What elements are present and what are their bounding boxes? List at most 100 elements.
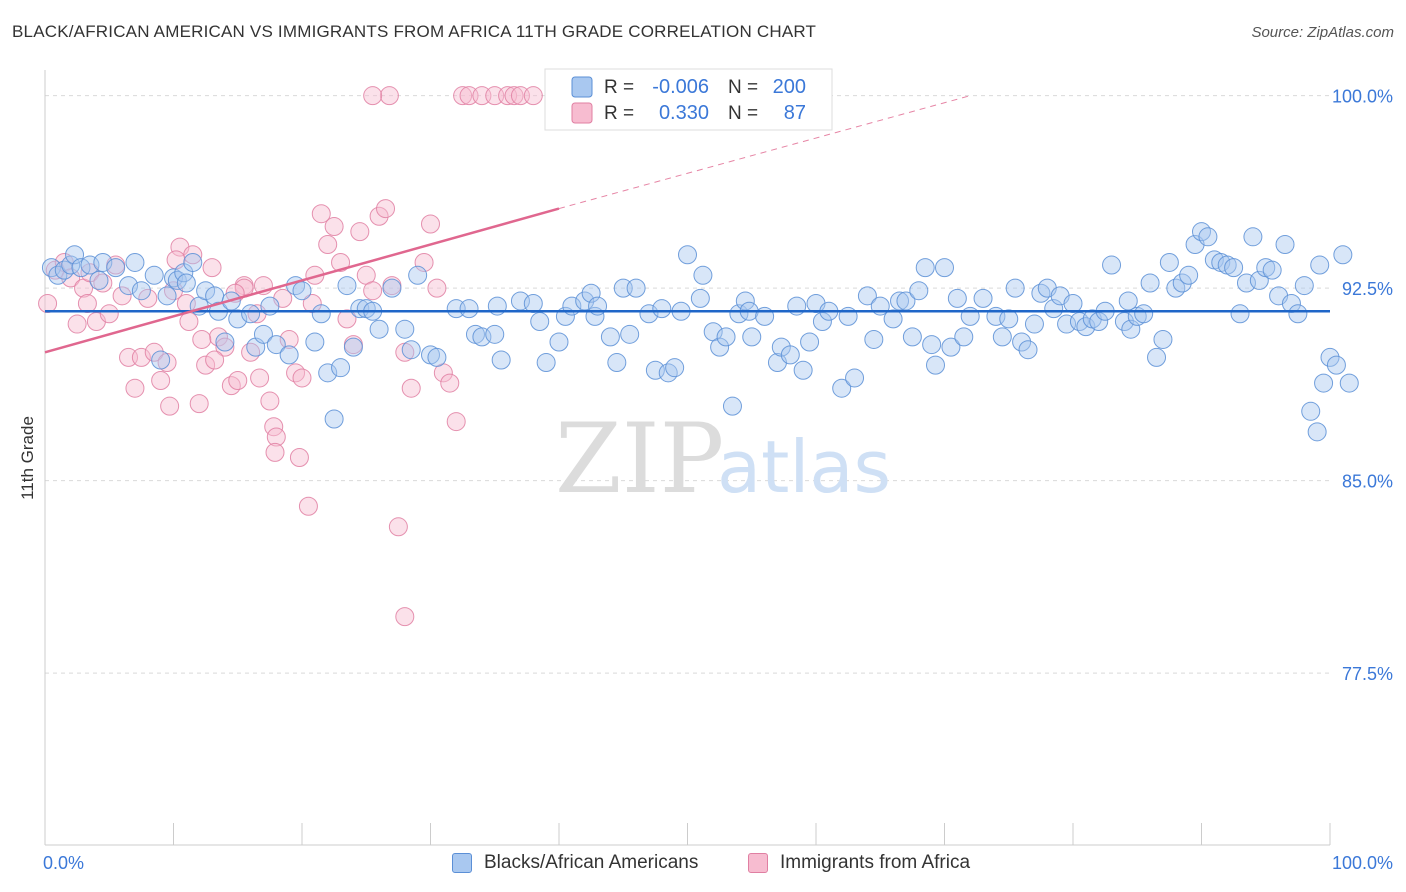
point-immigrants-from-africa	[279, 329, 299, 349]
legend-n-label-2: N =	[728, 103, 758, 124]
point-blacks-african-americans	[947, 288, 967, 308]
point-immigrants-from-africa	[221, 376, 241, 396]
point-immigrants-from-africa	[125, 378, 145, 398]
point-immigrants-from-africa	[292, 368, 312, 388]
point-immigrants-from-africa	[151, 371, 171, 391]
point-blacks-african-americans	[926, 355, 946, 375]
point-immigrants-from-africa	[331, 252, 351, 272]
point-immigrants-from-africa	[160, 396, 180, 416]
legend-r-label-1: R =	[604, 77, 634, 98]
point-immigrants-from-africa	[215, 337, 235, 357]
point-blacks-african-americans	[1301, 401, 1321, 421]
point-blacks-african-americans	[1262, 260, 1282, 280]
point-blacks-african-americans	[1159, 252, 1179, 272]
point-immigrants-from-africa	[241, 342, 261, 362]
point-blacks-african-americans	[1192, 222, 1211, 242]
point-blacks-african-americans	[408, 265, 428, 285]
point-immigrants-from-africa	[266, 427, 286, 447]
point-immigrants-from-africa	[189, 394, 209, 414]
point-immigrants-from-africa	[192, 329, 212, 349]
point-blacks-african-americans	[549, 332, 569, 352]
point-blacks-african-americans	[857, 286, 877, 306]
point-blacks-african-americans	[536, 353, 556, 373]
point-blacks-african-americans	[176, 273, 196, 293]
legend-r-value-1: -0.006	[652, 76, 709, 98]
point-blacks-african-americans	[266, 335, 286, 355]
point-blacks-african-americans	[1310, 255, 1330, 275]
point-blacks-african-americans	[485, 324, 505, 344]
point-blacks-african-americans	[1114, 311, 1134, 331]
point-blacks-african-americans	[491, 350, 511, 370]
point-blacks-african-americans	[1005, 278, 1025, 298]
y-tick-label: 77.5%	[1342, 664, 1393, 684]
point-blacks-african-americans	[922, 335, 942, 355]
point-blacks-african-americans	[690, 288, 710, 308]
legend-label-blacks: Blacks/African Americans	[484, 852, 699, 873]
point-blacks-african-americans	[196, 281, 216, 301]
point-blacks-african-americans	[144, 265, 164, 285]
x-tick-labels: 0.0% 100.0%	[43, 853, 1393, 873]
point-blacks-african-americans	[1076, 317, 1096, 337]
point-blacks-african-americans	[710, 337, 730, 357]
point-blacks-african-americans	[742, 327, 762, 347]
legend-n-value-2: 87	[784, 102, 806, 124]
point-immigrants-from-africa	[523, 86, 543, 106]
point-blacks-african-americans	[1018, 340, 1038, 360]
point-blacks-african-americans	[1024, 314, 1044, 334]
x-tick-label-start: 0.0%	[43, 853, 84, 873]
point-blacks-african-americans	[343, 337, 363, 357]
point-blacks-african-americans	[228, 309, 248, 329]
point-immigrants-from-africa	[77, 294, 97, 314]
point-blacks-african-americans	[183, 252, 203, 272]
point-immigrants-from-africa	[196, 355, 216, 375]
legend-label-immigrants: Immigrants from Africa	[780, 852, 971, 873]
point-blacks-african-americans	[337, 276, 357, 296]
point-blacks-african-americans	[1275, 235, 1295, 255]
point-blacks-african-americans	[793, 360, 813, 380]
x-tick-label-end: 100.0%	[1332, 853, 1393, 873]
point-blacks-african-americans	[1012, 332, 1032, 352]
point-immigrants-from-africa	[395, 607, 415, 627]
point-immigrants-from-africa	[363, 86, 383, 106]
point-blacks-african-americans	[658, 363, 678, 383]
point-blacks-african-americans	[1224, 258, 1244, 278]
point-blacks-african-americans	[331, 358, 351, 378]
point-immigrants-from-africa	[440, 373, 460, 393]
point-immigrants-from-africa	[286, 363, 306, 383]
point-blacks-african-americans	[915, 258, 935, 278]
point-blacks-african-americans	[241, 304, 261, 324]
point-blacks-african-americans	[832, 378, 852, 398]
point-immigrants-from-africa	[337, 309, 357, 329]
point-immigrants-from-africa	[250, 368, 270, 388]
axes	[44, 70, 1331, 846]
point-blacks-african-americans	[626, 278, 646, 298]
point-blacks-african-americans	[1134, 304, 1154, 324]
point-immigrants-from-africa	[376, 199, 396, 219]
point-immigrants-from-africa	[67, 314, 87, 334]
point-blacks-african-americans	[935, 258, 954, 278]
point-blacks-african-americans	[607, 353, 627, 373]
point-blacks-african-americans	[652, 299, 672, 319]
point-blacks-african-americans	[311, 304, 331, 324]
point-blacks-african-americans	[1333, 245, 1353, 265]
point-immigrants-from-africa	[202, 258, 222, 278]
point-immigrants-from-africa	[38, 294, 58, 314]
point-immigrants-from-africa	[318, 235, 338, 255]
point-blacks-african-americans	[1031, 283, 1051, 303]
point-blacks-african-americans	[125, 252, 145, 272]
point-blacks-african-americans	[575, 291, 595, 311]
point-blacks-african-americans	[973, 288, 993, 308]
point-immigrants-from-africa	[388, 517, 408, 537]
point-immigrants-from-africa	[228, 371, 248, 391]
bottom-legend: Blacks/African Americans Immigrants from…	[0, 852, 1406, 878]
point-blacks-african-americans	[369, 319, 389, 339]
point-blacks-african-americans	[1339, 373, 1359, 393]
point-blacks-african-americans	[157, 286, 177, 306]
legend-swatch-blue	[571, 76, 593, 98]
point-immigrants-from-africa	[179, 311, 199, 331]
point-immigrants-from-africa	[144, 342, 164, 362]
point-blacks-african-americans	[1153, 329, 1173, 349]
point-blacks-african-americans	[318, 363, 338, 383]
point-immigrants-from-africa	[369, 206, 389, 226]
